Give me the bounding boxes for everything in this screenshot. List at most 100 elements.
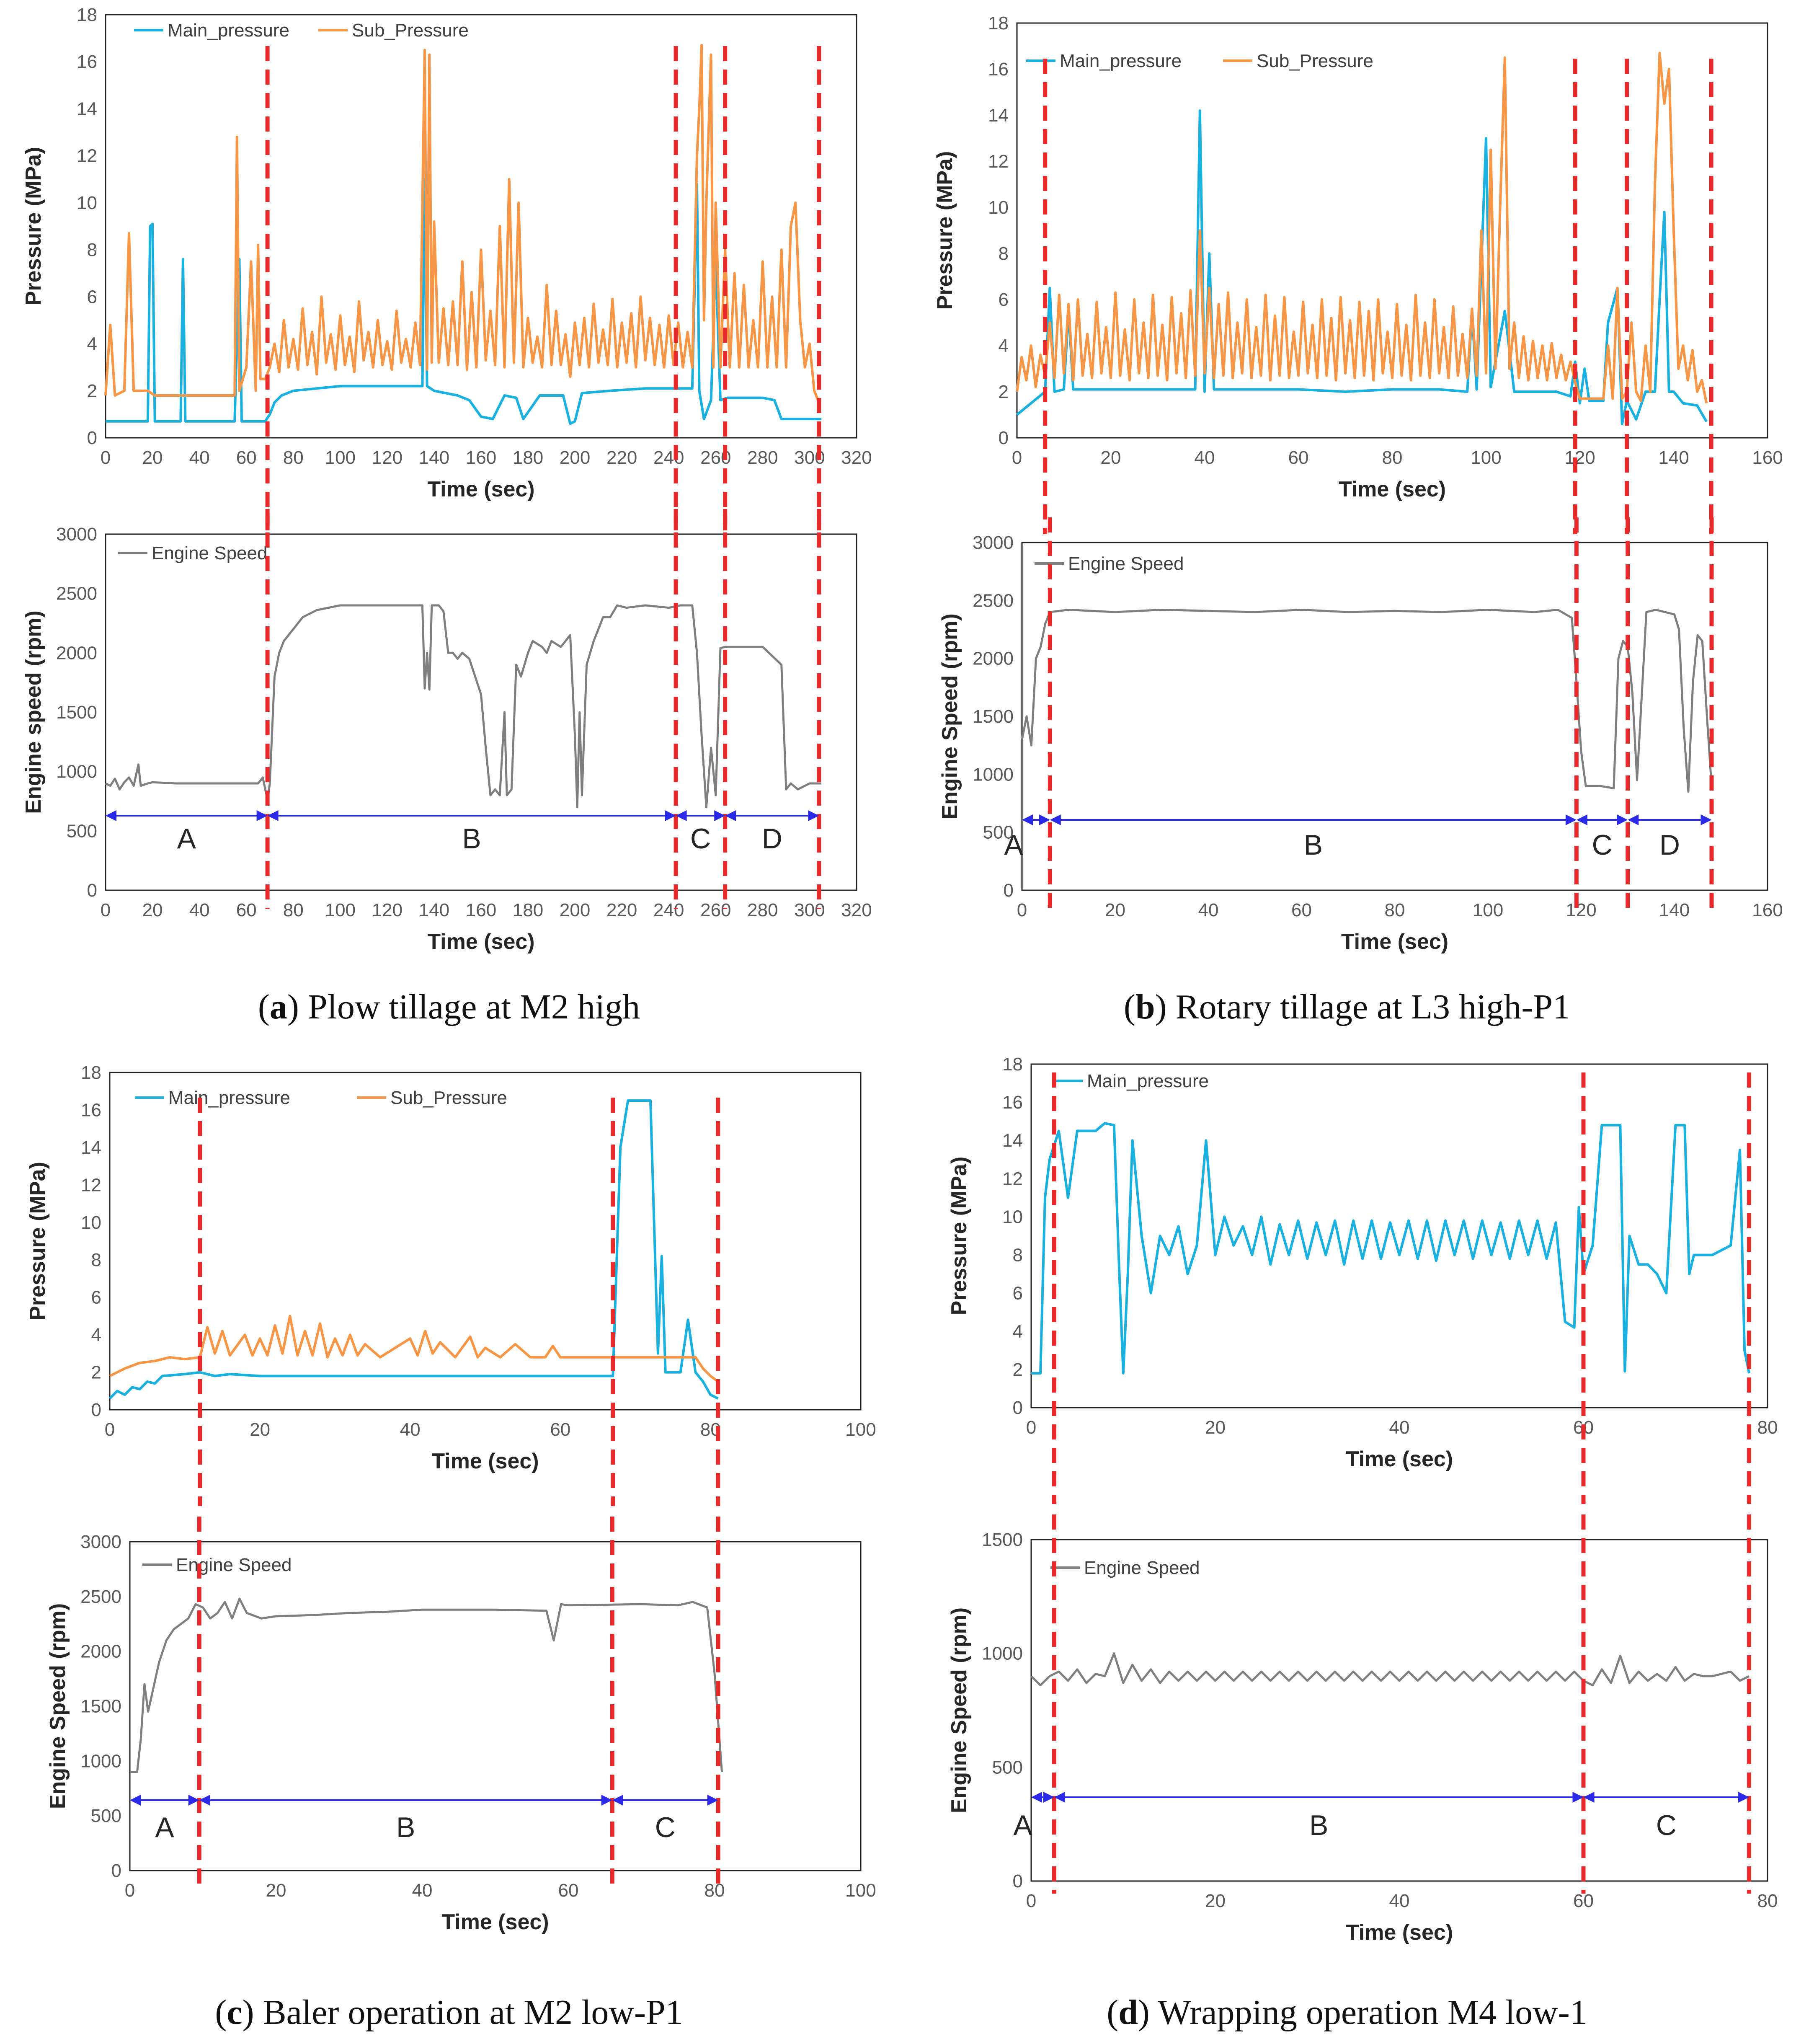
- x-tick-label: 80: [1757, 1417, 1778, 1438]
- y-tick-label: 500: [983, 822, 1014, 843]
- x-axis-title: Time (sec): [427, 930, 534, 954]
- plot-frame: [1021, 542, 1768, 891]
- legend-label: Engine Speed: [152, 543, 267, 563]
- y-axis-title: Pressure (MPa): [26, 1162, 50, 1320]
- x-tick-label: 0: [101, 447, 111, 468]
- y-tick-label: 10: [1002, 1207, 1023, 1227]
- y-axis-title: Engine Speed (rpm): [46, 1603, 70, 1809]
- x-axis-title: Time (sec): [431, 1449, 539, 1473]
- x-tick-label: 120: [372, 900, 403, 920]
- y-tick-label: 0: [91, 1400, 101, 1420]
- y-tick-label: 8: [87, 240, 97, 260]
- x-axis-title: Time (sec): [1346, 1447, 1453, 1471]
- y-tick-label: 4: [999, 336, 1009, 356]
- y-tick-label: 1000: [973, 764, 1014, 785]
- y-tick-label: 2500: [56, 584, 97, 604]
- y-tick-label: 2000: [80, 1641, 121, 1662]
- legend-label: Main_pressure: [1060, 51, 1182, 71]
- x-tick-label: 20: [266, 1880, 286, 1901]
- x-tick-label: 140: [419, 447, 449, 468]
- segment-arrowhead-left: [130, 1795, 141, 1806]
- plot-frame: [109, 1072, 862, 1411]
- x-tick-label: 60: [1288, 447, 1309, 468]
- x-tick-label: 100: [325, 900, 356, 920]
- x-tick-label: 100: [325, 447, 356, 468]
- y-tick-label: 14: [1002, 1130, 1023, 1151]
- segment-arrowhead-left: [1050, 814, 1061, 825]
- segment-label-c: C: [655, 1811, 676, 1843]
- segment-arrowhead-left: [676, 810, 687, 821]
- y-tick-label: 500: [992, 1757, 1023, 1778]
- y-tick-label: 3000: [973, 532, 1014, 553]
- x-tick-label: 80: [283, 900, 304, 920]
- y-tick-label: 1000: [982, 1643, 1023, 1664]
- x-tick-label: 140: [1659, 900, 1690, 920]
- x-tick-label: 40: [1195, 447, 1215, 468]
- plot-frame: [129, 1541, 862, 1871]
- y-tick-label: 0: [1004, 880, 1014, 901]
- legend-label: Main_pressure: [1087, 1071, 1209, 1091]
- y-tick-label: 6: [999, 289, 1009, 310]
- segment-arrowhead-left: [1054, 1792, 1065, 1803]
- y-tick-label: 12: [81, 1175, 101, 1195]
- y-tick-label: 3000: [80, 1532, 121, 1552]
- segment-label-a: A: [1004, 829, 1023, 861]
- x-tick-label: 120: [372, 447, 403, 468]
- caption-c: (c) Baler operation at M2 low-P1: [215, 1993, 683, 2032]
- segment-arrowhead-right: [1043, 1792, 1054, 1803]
- x-tick-label: 20: [1205, 1417, 1226, 1438]
- y-tick-label: 6: [91, 1287, 101, 1308]
- y-tick-label: 3000: [56, 524, 97, 545]
- x-tick-label: 180: [513, 447, 543, 468]
- x-tick-label: 240: [653, 447, 684, 468]
- x-tick-label: 80: [704, 1880, 725, 1901]
- series-line-main-pressure: [1031, 1122, 1751, 1375]
- x-tick-label: 0: [1017, 900, 1027, 920]
- caption-d: (d) Wrapping operation M4 low-1: [1107, 1993, 1587, 2032]
- y-tick-label: 14: [81, 1137, 101, 1158]
- y-tick-label: 8: [999, 243, 1009, 264]
- x-tick-label: 300: [794, 900, 825, 920]
- y-tick-label: 12: [1002, 1168, 1023, 1189]
- series-line-engine-speed: [105, 604, 821, 809]
- x-tick-label: 60: [236, 447, 257, 468]
- segment-label-b: B: [462, 823, 481, 855]
- chart-b-speed: 0 500 1000 1500 2000 2500 3000 0 20 40 60 80 100 120 1…: [938, 517, 1783, 954]
- y-tick-label: 4: [91, 1325, 101, 1345]
- y-tick-label: 16: [1002, 1092, 1023, 1113]
- x-tick-label: 40: [1389, 1417, 1410, 1438]
- x-tick-label: 20: [1101, 447, 1121, 468]
- x-tick-label: 120: [1564, 447, 1595, 468]
- y-tick-label: 0: [1013, 1398, 1023, 1418]
- y-axis-title: Pressure (MPa): [947, 1157, 971, 1315]
- segment-arrowhead-left: [199, 1795, 210, 1806]
- segment-label-d: D: [762, 823, 782, 855]
- y-tick-label: 2: [1013, 1359, 1023, 1380]
- x-axis-title: Time (sec): [1346, 1920, 1453, 1945]
- caption-a: (a) Plow tillage at M2 high: [258, 987, 640, 1026]
- caption-b: (b) Rotary tillage at L3 high-P1: [1123, 987, 1571, 1026]
- x-tick-label: 320: [841, 447, 872, 468]
- x-tick-label: 220: [606, 447, 637, 468]
- segment-arrowhead-right: [1617, 814, 1628, 825]
- x-tick-label: 20: [1105, 900, 1125, 920]
- x-axis-title: Time (sec): [1341, 930, 1448, 954]
- chart-d-pressure: 024681012141618020406080Time (sec)Pressu…: [947, 1054, 1778, 1504]
- x-tick-label: 60: [1291, 900, 1312, 920]
- x-tick-label: 60: [550, 1419, 570, 1440]
- y-tick-label: 0: [1013, 1871, 1023, 1892]
- segment-arrowhead-right: [665, 810, 676, 821]
- y-tick-label: 4: [87, 334, 97, 354]
- series-line-sub-pressure: [1016, 52, 1708, 404]
- y-tick-label: 18: [1002, 1054, 1023, 1075]
- x-tick-label: 0: [105, 1419, 115, 1440]
- segment-arrowhead-left: [1576, 814, 1587, 825]
- y-tick-label: 6: [87, 287, 97, 307]
- y-tick-label: 8: [1013, 1245, 1023, 1266]
- x-tick-label: 100: [1473, 900, 1503, 920]
- segment-arrowhead-right: [714, 810, 725, 821]
- x-tick-label: 0: [125, 1880, 135, 1901]
- segment-arrowhead-right: [1701, 814, 1712, 825]
- y-axis-title: Engine speed (rpm): [21, 610, 46, 814]
